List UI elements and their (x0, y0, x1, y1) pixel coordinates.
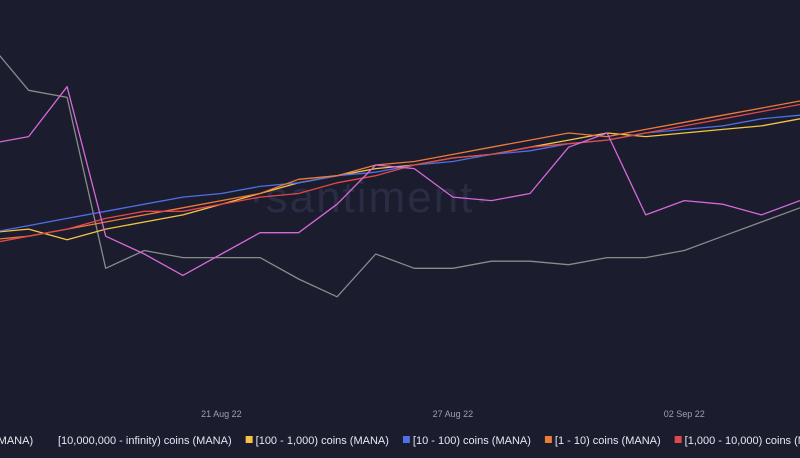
legend-text-extra: (MANA) (0, 435, 33, 447)
watermark: ·santiment· (249, 173, 491, 222)
x-tick-label-0: 21 Aug 22 (201, 409, 242, 419)
legend-swatch-2 (402, 436, 410, 443)
legend-label-2: [10 - 100) coins (MANA) (413, 435, 531, 447)
plot-lines (0, 54, 800, 298)
legend-swatch-3 (544, 436, 552, 443)
x-axis-ticks: 21 Aug 22 27 Aug 22 02 Sep 22 (201, 409, 705, 419)
legend-label-1: [100 - 1,000) coins (MANA) (256, 435, 389, 447)
series-line-4 (0, 103, 800, 243)
legend: (MANA) [10,000,000 - infinity) coins (MA… (0, 435, 800, 447)
series-line-3 (0, 100, 800, 240)
x-tick-label-2: 02 Sep 22 (664, 409, 705, 419)
legend-label-0: [10,000,000 - infinity) coins (MANA) (58, 435, 232, 447)
series-line-0 (0, 54, 800, 298)
series-line-5 (0, 86, 800, 277)
legend-label-4: [1,000 - 10,000) coins (MANA) (685, 435, 800, 447)
x-tick-label-1: 27 Aug 22 (433, 409, 474, 419)
series-line-2 (0, 114, 800, 232)
legend-swatch-4 (674, 436, 682, 443)
legend-label-3: [1 - 10) coins (MANA) (555, 435, 661, 447)
legend-swatch-1 (245, 436, 253, 443)
